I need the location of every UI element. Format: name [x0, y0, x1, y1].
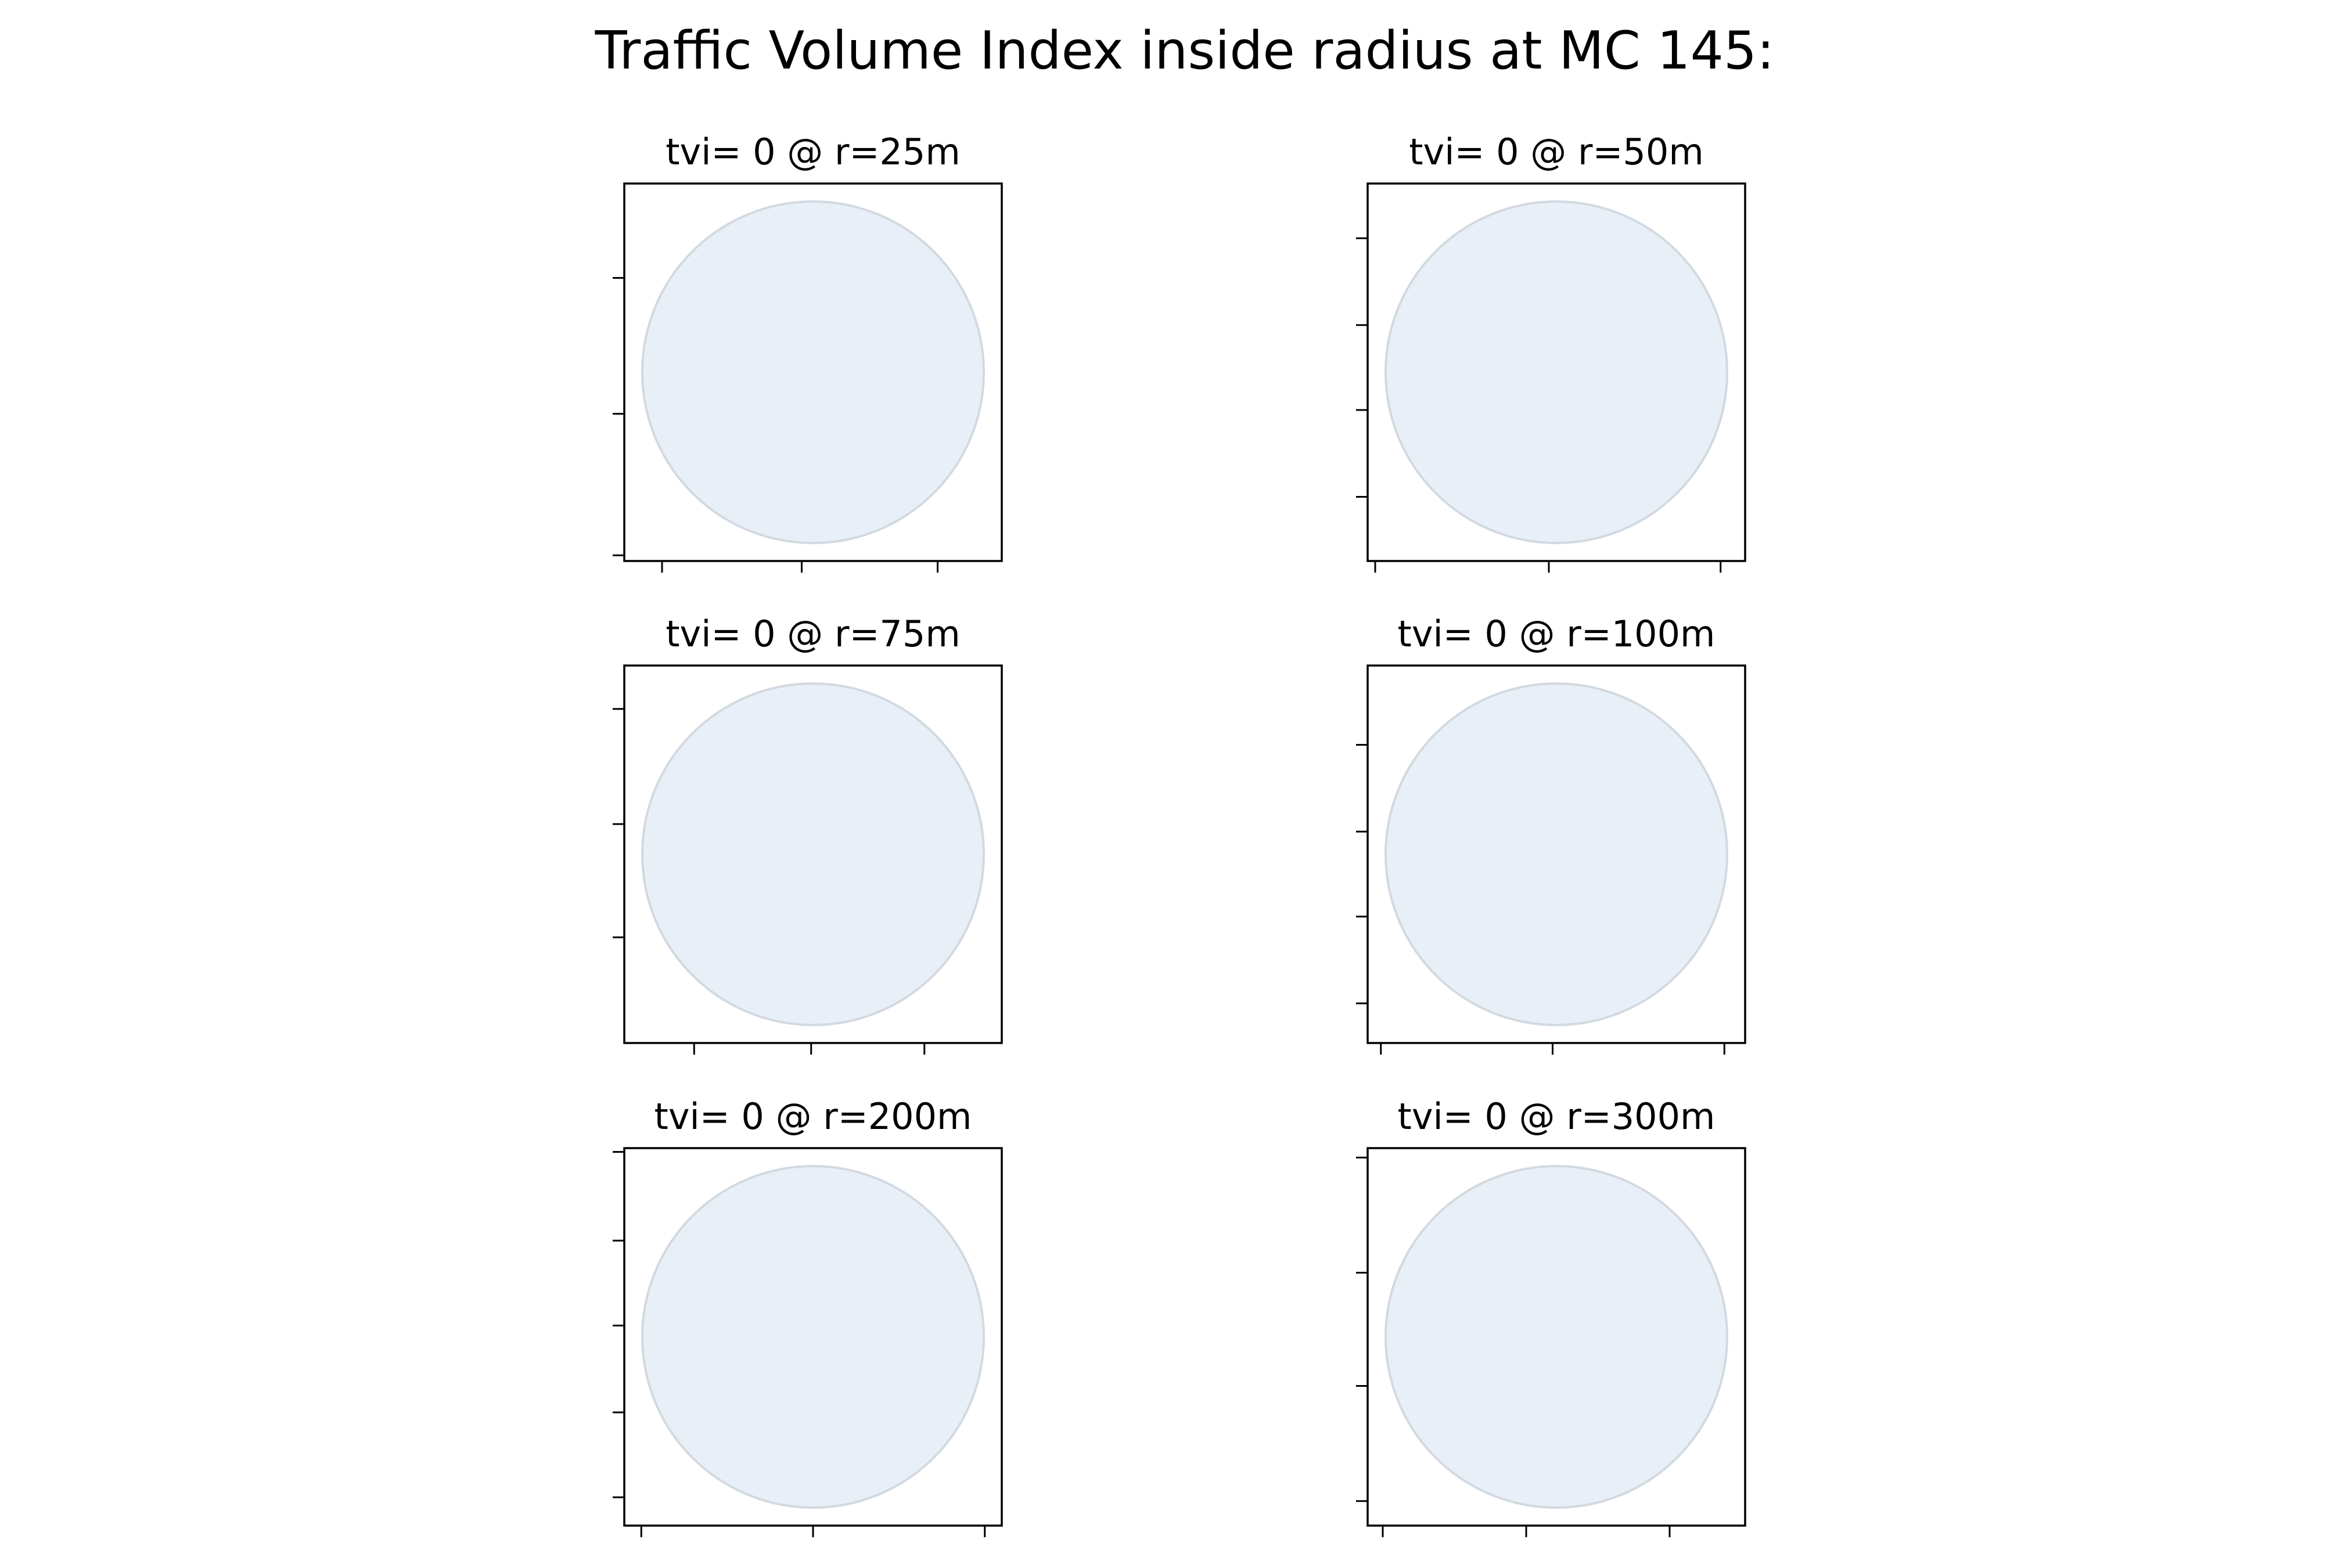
axes-frame — [1366, 182, 1746, 562]
radius-circle — [641, 682, 985, 1026]
radius-circle — [641, 200, 985, 544]
figure-title: Traffic Volume Index inside radius at MC… — [595, 20, 1775, 81]
panel-1: tvi= 0 @ r=25m — [613, 131, 1003, 573]
panels-grid: tvi= 0 @ r=25m tvi= 0 @ r=50m tvi= 0 @ r=7… — [613, 131, 1746, 1537]
panel-title: tvi= 0 @ r=200m — [654, 1095, 972, 1138]
radius-circle — [641, 1165, 985, 1509]
panel-title: tvi= 0 @ r=50m — [1409, 131, 1703, 173]
panel-2: tvi= 0 @ r=50m — [1356, 131, 1746, 573]
radius-circle — [1384, 682, 1728, 1026]
panel-title: tvi= 0 @ r=25m — [666, 131, 960, 173]
panel-title: tvi= 0 @ r=75m — [666, 613, 960, 655]
axes-frame — [623, 664, 1003, 1044]
radius-circle — [1384, 200, 1728, 544]
axes-frame — [1366, 664, 1746, 1044]
panel-title: tvi= 0 @ r=100m — [1398, 613, 1716, 655]
panel-5: tvi= 0 @ r=200m — [613, 1095, 1003, 1537]
axes-frame — [1366, 1147, 1746, 1527]
panel-4: tvi= 0 @ r=100m — [1356, 613, 1746, 1055]
axes-frame — [623, 182, 1003, 562]
panel-3: tvi= 0 @ r=75m — [613, 613, 1003, 1055]
panel-title: tvi= 0 @ r=300m — [1398, 1095, 1716, 1138]
radius-circle — [1384, 1165, 1728, 1509]
panel-6: tvi= 0 @ r=300m — [1356, 1095, 1746, 1537]
